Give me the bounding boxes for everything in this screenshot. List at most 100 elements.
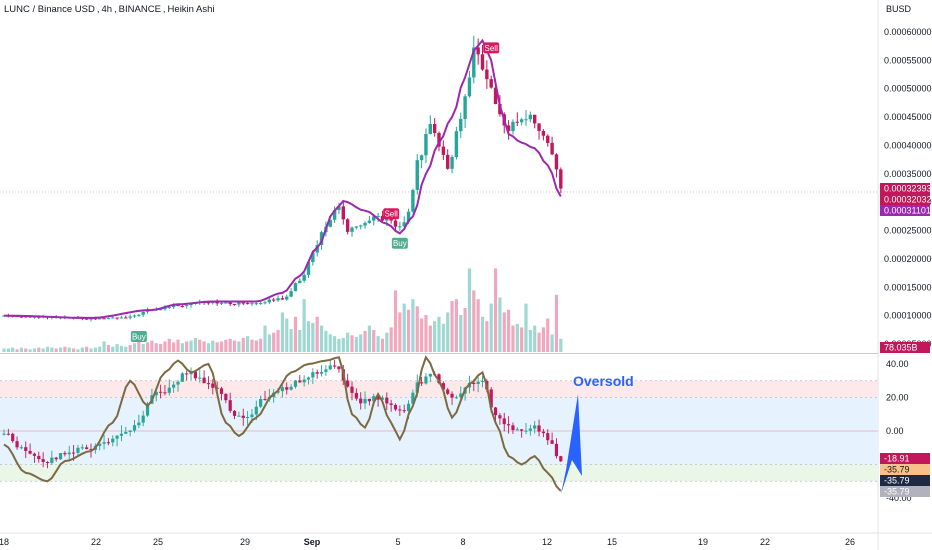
price-tick: 0.00020000 [884,254,932,264]
candle-body [332,209,337,220]
osc-bar [306,377,311,380]
signal-box [130,331,147,342]
osc-bar [141,415,145,423]
volume-bar [58,347,63,352]
volume-bar [76,349,80,352]
interval-label[interactable]: 4h [101,4,113,15]
osc-bar [89,449,93,451]
price-close-tag: 0.00032032 [880,194,932,205]
volume-last-tag-bg [880,342,930,353]
signal-box [483,42,500,54]
volume-bar [376,336,380,352]
candle-body [189,303,193,306]
volume-bar [211,340,215,352]
osc-v1-tag-bg [880,464,930,475]
moving-average [3,38,562,319]
candle-body [393,220,398,227]
candle-body [311,252,315,263]
price-tick: 0.00050000 [884,84,932,94]
osc-bar [420,382,424,384]
osc-bar [28,450,32,454]
volume-bar [206,343,211,352]
price-close-tag-bg [880,194,930,205]
volume-bar [232,340,237,352]
candle-body [93,318,98,320]
osc-tick: -40.00 [886,493,912,503]
osc-bar [346,380,350,387]
osc-bar [172,384,176,388]
candle-body [350,227,354,232]
candle-body [528,114,533,120]
volume-bar [45,346,50,352]
osc-bar [415,382,419,393]
osc-bar [132,425,137,431]
volume-bar [459,315,463,352]
candle-body [511,121,515,132]
candle-body [98,318,102,320]
osc-tick: 0.00 [886,426,904,436]
volume-bar [393,290,398,352]
osc-bar [289,386,293,390]
volume-bar [385,332,389,352]
osc-bar [489,389,493,408]
volume-bar [176,339,180,352]
symbol-label[interactable]: LUNC / Binance USD [4,4,95,15]
osc-bar [437,374,441,384]
volume-bar [354,337,358,352]
volume-bar [141,344,145,352]
osc-bar [293,380,298,387]
overbought-zone [0,380,878,398]
volume-bar [520,327,524,352]
candle-body [541,130,546,136]
osc-bar [119,433,124,436]
signal-box [383,208,400,220]
price-tick: 0.00060000 [884,27,932,37]
osc-bar [376,396,380,400]
osc-bar [450,393,454,398]
candle-body [398,226,402,228]
candle-body [328,219,332,227]
candle-body [302,274,306,281]
oversold-zone [0,464,878,482]
candle-body [132,315,137,317]
candle-body [228,302,232,305]
candle-body [319,232,324,246]
osc-bar [280,387,284,392]
candle-body [293,283,298,292]
volume-bar [333,336,337,352]
osc-bar [472,382,476,385]
candle-body [211,302,215,304]
volume-bar [315,316,319,352]
volume-bar [198,339,202,352]
candle-body [106,318,111,320]
price-tick: 0.00010000 [884,311,932,321]
volume-bar [454,299,458,352]
candle-body [411,189,415,212]
candlestick-series [2,35,563,322]
osc-bar [50,457,54,463]
volume-bar [507,309,511,352]
candle-body [219,302,224,304]
candle-body [224,302,228,304]
time-tick: 22 [91,537,101,547]
candle-body [533,114,537,124]
osc-bar [263,398,267,400]
candle-body [463,96,467,119]
volume-bar [328,334,332,352]
osc-v2-tag-bg [880,475,930,486]
osc-bar [311,372,315,378]
candle-body [158,309,163,311]
osc-bar [241,415,245,418]
volume-bar [159,344,163,352]
price-tick: 0.00035000 [884,169,932,179]
price-tick: 0.00040000 [884,140,932,150]
volume-bar [215,342,219,352]
price-last-tag-bg [880,183,930,194]
candle-body [485,69,489,80]
chart-style-label[interactable]: Heikin Ashi [167,4,215,15]
volume-bar [346,332,350,352]
volume-bar [372,330,376,352]
volume-bar [106,344,110,352]
volume-bar [237,341,241,352]
